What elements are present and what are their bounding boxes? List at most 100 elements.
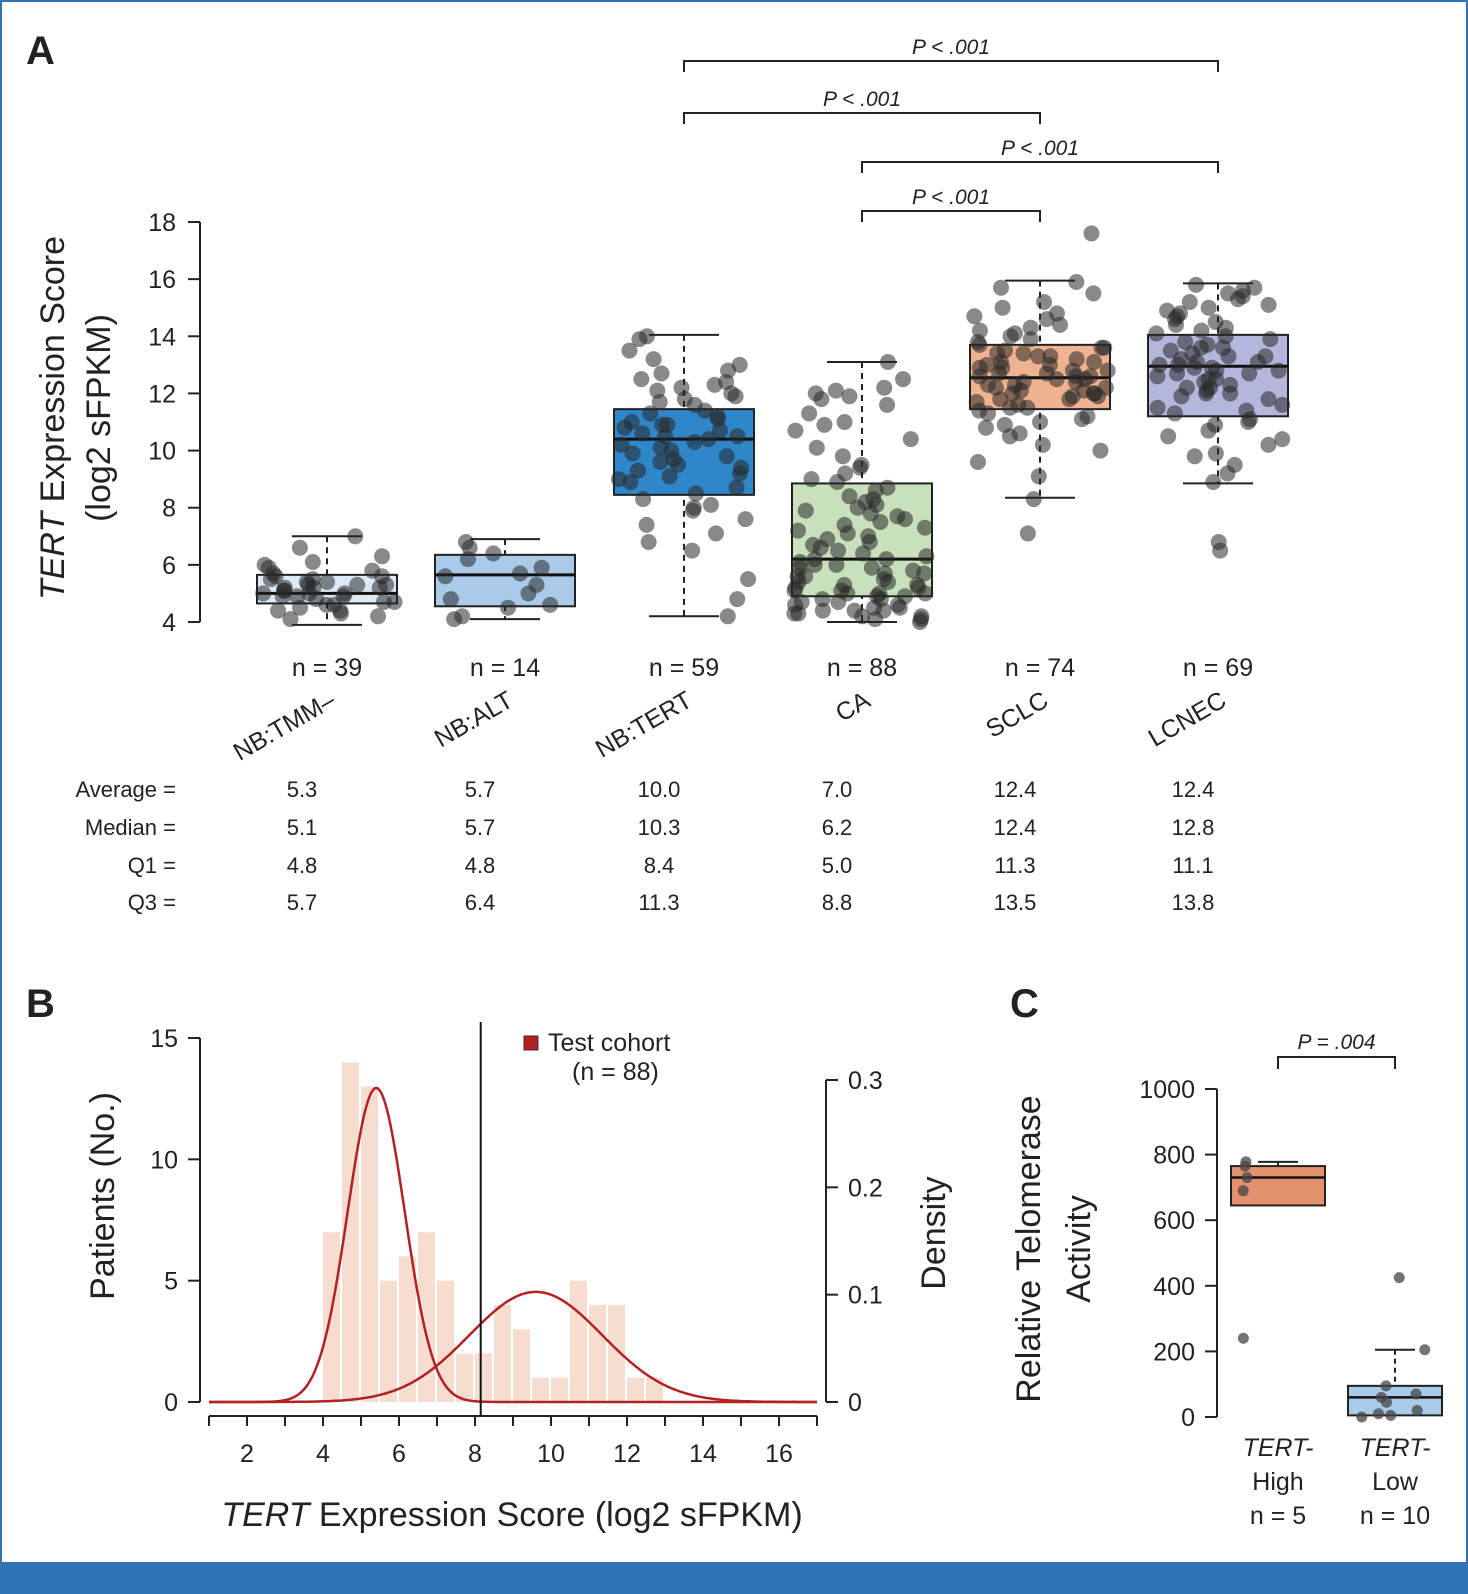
y2-tick-label: 0.3 bbox=[848, 1067, 883, 1095]
data-point bbox=[1083, 225, 1100, 242]
group-name-label: SCLC bbox=[981, 686, 1053, 744]
stats-value: 5.3 bbox=[287, 777, 318, 802]
stats-value: 12.4 bbox=[1172, 777, 1215, 802]
group-n-label: n = 69 bbox=[1183, 654, 1253, 682]
data-point bbox=[696, 402, 713, 419]
y-axis-title-italic: TERT bbox=[34, 510, 72, 600]
data-point bbox=[1381, 1396, 1393, 1408]
panel-c-letter: C bbox=[1010, 982, 1039, 1026]
x-tick-label: 6 bbox=[392, 1440, 406, 1468]
data-point bbox=[971, 359, 988, 376]
data-point bbox=[651, 394, 668, 410]
panel-b-legend: Test cohort (n = 88) bbox=[523, 1029, 670, 1086]
data-point bbox=[1188, 354, 1205, 370]
data-point bbox=[274, 588, 291, 605]
data-point bbox=[876, 379, 893, 396]
stats-value: 11.3 bbox=[994, 853, 1035, 878]
data-point bbox=[1086, 354, 1103, 370]
y-tick-label: 800 bbox=[1153, 1142, 1195, 1170]
data-point bbox=[610, 471, 627, 488]
stats-value: 12.4 bbox=[994, 815, 1037, 840]
data-point bbox=[1205, 474, 1222, 490]
y-tick-label: 10 bbox=[150, 1146, 178, 1174]
histogram-bar bbox=[551, 1377, 568, 1402]
data-point bbox=[871, 585, 888, 602]
data-point bbox=[1262, 331, 1279, 348]
data-point bbox=[807, 385, 824, 402]
data-point bbox=[485, 545, 502, 562]
data-point bbox=[1004, 385, 1021, 402]
data-point bbox=[459, 551, 476, 568]
data-point bbox=[1099, 362, 1116, 379]
histogram-bar bbox=[342, 1062, 359, 1402]
data-point bbox=[969, 454, 986, 470]
data-point bbox=[1068, 368, 1085, 385]
data-point bbox=[913, 611, 930, 628]
data-point bbox=[1167, 316, 1184, 333]
panel-a-letter: A bbox=[26, 29, 55, 73]
data-point bbox=[1385, 1409, 1397, 1421]
stats-value: 4.8 bbox=[287, 853, 318, 878]
stats-value: 5.1 bbox=[287, 815, 318, 840]
data-point bbox=[977, 419, 994, 436]
stats-row-label: Q1 = bbox=[128, 853, 176, 878]
data-point bbox=[834, 448, 851, 465]
x-axis-title-rest: Expression Score (log2 sFPKM) bbox=[309, 1496, 802, 1534]
data-point bbox=[1260, 436, 1277, 453]
data-point bbox=[437, 568, 454, 585]
data-point bbox=[797, 502, 814, 519]
data-point bbox=[879, 396, 896, 413]
data-point bbox=[1036, 294, 1053, 310]
data-point bbox=[659, 416, 676, 433]
data-point bbox=[803, 471, 820, 488]
histogram-bar bbox=[437, 1280, 454, 1402]
stats-value: 4.8 bbox=[465, 853, 496, 878]
data-point bbox=[700, 431, 717, 448]
y-tick-label: 0 bbox=[164, 1389, 178, 1417]
data-point bbox=[729, 428, 746, 445]
data-point bbox=[634, 425, 651, 442]
data-point bbox=[386, 594, 403, 610]
data-point bbox=[836, 516, 853, 533]
stats-value: 12.4 bbox=[994, 777, 1037, 802]
y-tick-label: 5 bbox=[164, 1268, 178, 1296]
data-point bbox=[895, 371, 912, 388]
y-tick-label: 4 bbox=[162, 609, 176, 637]
y-tick-label: 12 bbox=[148, 380, 176, 408]
y-axis-title-rest: Expression Score bbox=[34, 236, 72, 512]
data-point bbox=[729, 591, 746, 608]
data-point bbox=[624, 445, 641, 462]
group-name-label: CA bbox=[831, 686, 875, 728]
data-point bbox=[255, 585, 272, 602]
data-point bbox=[1015, 345, 1032, 362]
histogram-bar bbox=[323, 1232, 340, 1402]
y-tick-label: 10 bbox=[148, 438, 176, 466]
panel-a-significance-brackets: P < .001 P < .001 P < .001 P < .001 bbox=[683, 36, 1219, 222]
data-point bbox=[805, 536, 822, 553]
data-point bbox=[1149, 399, 1166, 416]
data-point bbox=[1237, 1185, 1249, 1197]
data-point bbox=[1092, 442, 1109, 459]
data-point bbox=[1229, 291, 1246, 308]
boxplot-lcnec bbox=[1147, 276, 1291, 559]
data-point bbox=[1075, 382, 1092, 399]
x-tick-label: 14 bbox=[689, 1440, 717, 1468]
histogram-bar bbox=[608, 1304, 625, 1402]
data-point bbox=[1241, 365, 1258, 382]
data-point bbox=[1380, 1380, 1392, 1392]
data-point bbox=[917, 585, 934, 602]
boxplot-nb-tmm- bbox=[255, 528, 403, 628]
data-point bbox=[854, 608, 871, 625]
data-point bbox=[663, 442, 680, 459]
data-point bbox=[1068, 274, 1085, 290]
data-point bbox=[863, 559, 880, 576]
group-name-line1: TERT- bbox=[1243, 1434, 1314, 1462]
data-point bbox=[996, 342, 1013, 359]
data-point bbox=[304, 554, 321, 570]
data-point bbox=[1181, 294, 1198, 310]
data-point bbox=[1019, 525, 1036, 542]
group-name-line2: Low bbox=[1372, 1468, 1419, 1496]
legend-sublabel: (n = 88) bbox=[572, 1058, 659, 1086]
group-name-line2: High bbox=[1252, 1468, 1303, 1496]
y-tick-label: 8 bbox=[162, 495, 176, 523]
